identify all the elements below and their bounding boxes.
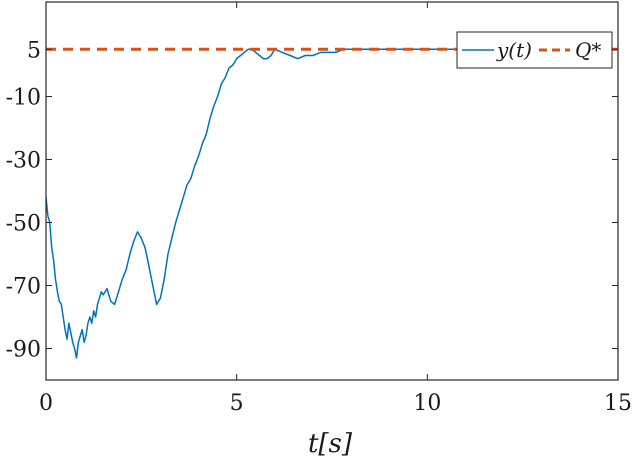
y-tick-label: -70 bbox=[6, 275, 41, 300]
series-line-1 bbox=[46, 48, 618, 359]
x-tick-label: 10 bbox=[413, 391, 441, 416]
y-tick-label: -30 bbox=[6, 149, 41, 174]
y-tick-label: -50 bbox=[6, 212, 41, 237]
x-axis-label: t[s] bbox=[308, 429, 353, 459]
y-tick-label: -90 bbox=[6, 338, 41, 363]
x-tick-label: 0 bbox=[39, 391, 53, 416]
y-tick-label: 5 bbox=[27, 38, 41, 63]
legend-label-series-1: y(t) bbox=[496, 38, 532, 62]
y-tick-label: -10 bbox=[6, 86, 41, 111]
series-layer bbox=[46, 47, 618, 359]
ticks-layer: 0 5 10 15 -90 -70 -50 -30 -10 5 bbox=[6, 2, 632, 416]
legend: y(t) Q* bbox=[456, 31, 613, 69]
x-tick-label: 15 bbox=[604, 391, 632, 416]
plot-frame bbox=[45, 1, 619, 381]
x-tick-label: 5 bbox=[230, 391, 244, 416]
legend-label-series-2: Q* bbox=[575, 38, 601, 62]
